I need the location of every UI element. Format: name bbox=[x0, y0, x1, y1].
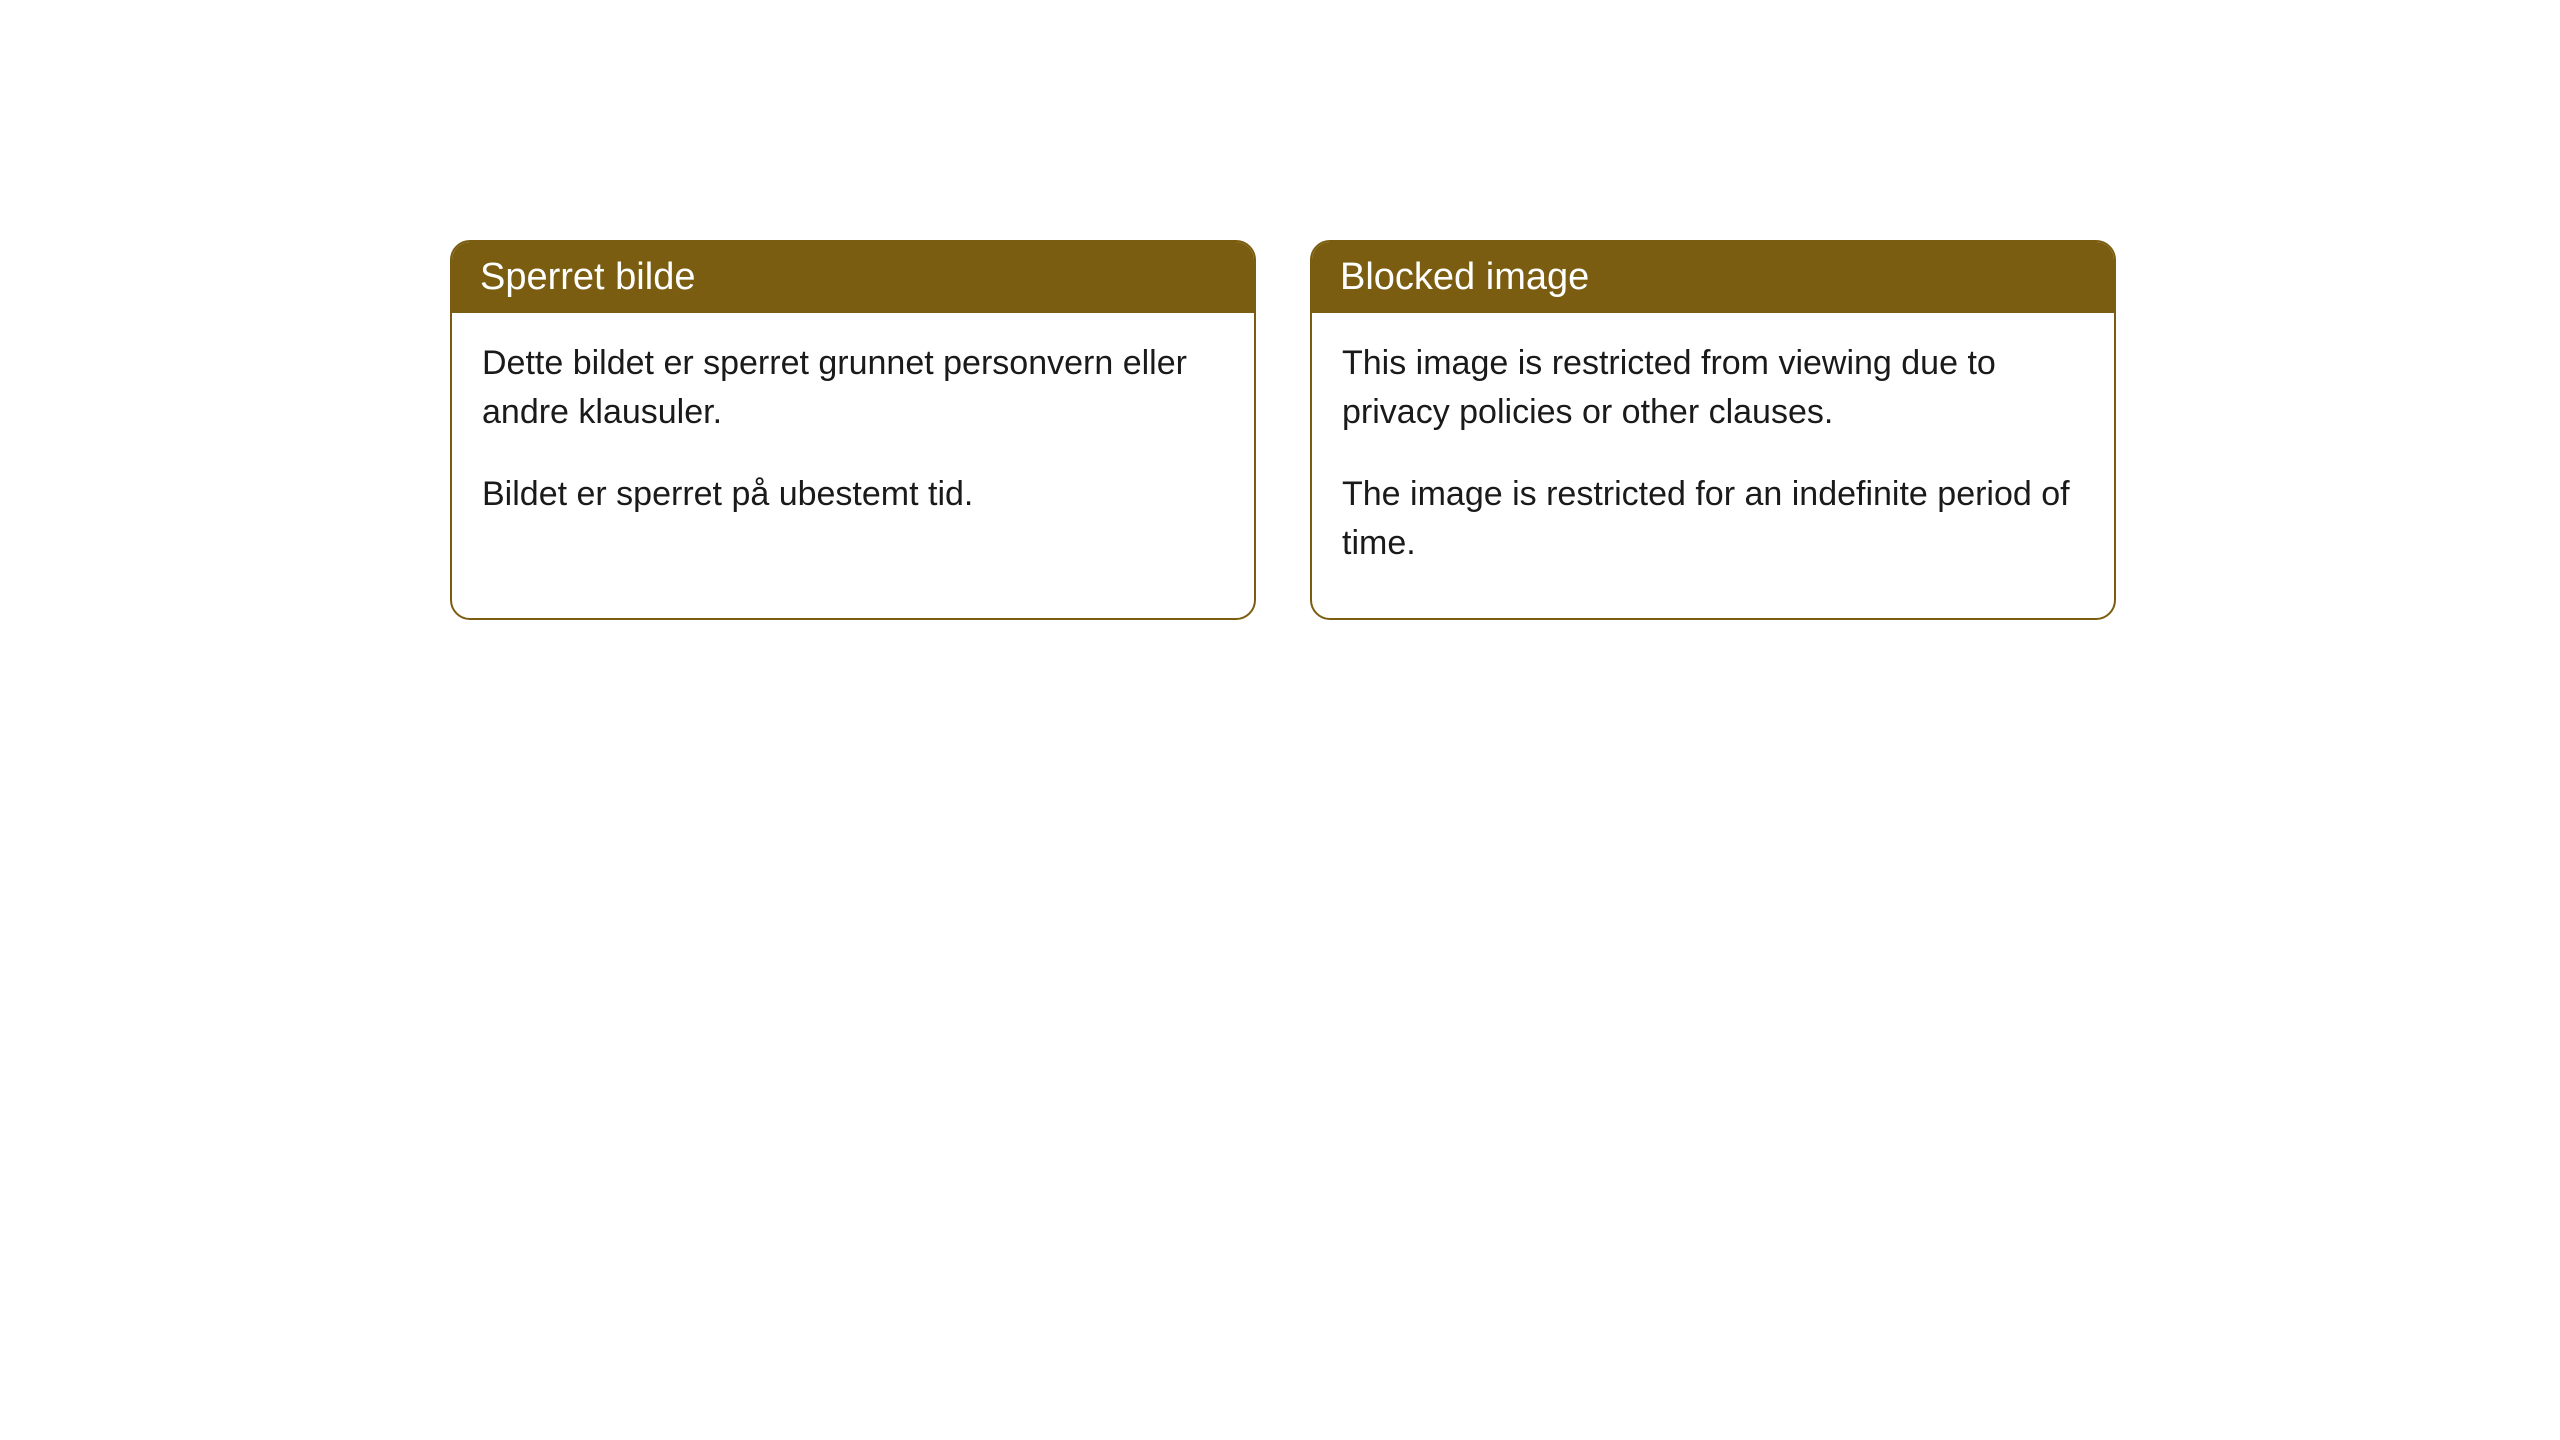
notice-text-line-1: Dette bildet er sperret grunnet personve… bbox=[482, 339, 1224, 438]
notice-card-english: Blocked image This image is restricted f… bbox=[1310, 240, 2116, 620]
card-title: Sperret bilde bbox=[480, 256, 695, 298]
notice-text-line-2: The image is restricted for an indefinit… bbox=[1342, 470, 2084, 569]
card-title: Blocked image bbox=[1340, 256, 1589, 298]
notice-cards-container: Sperret bilde Dette bildet er sperret gr… bbox=[450, 240, 2116, 620]
notice-text-line-2: Bildet er sperret på ubestemt tid. bbox=[482, 470, 1224, 519]
card-header: Blocked image bbox=[1312, 242, 2114, 313]
card-body: Dette bildet er sperret grunnet personve… bbox=[452, 313, 1254, 569]
card-body: This image is restricted from viewing du… bbox=[1312, 313, 2114, 618]
notice-text-line-1: This image is restricted from viewing du… bbox=[1342, 339, 2084, 438]
card-header: Sperret bilde bbox=[452, 242, 1254, 313]
notice-card-norwegian: Sperret bilde Dette bildet er sperret gr… bbox=[450, 240, 1256, 620]
